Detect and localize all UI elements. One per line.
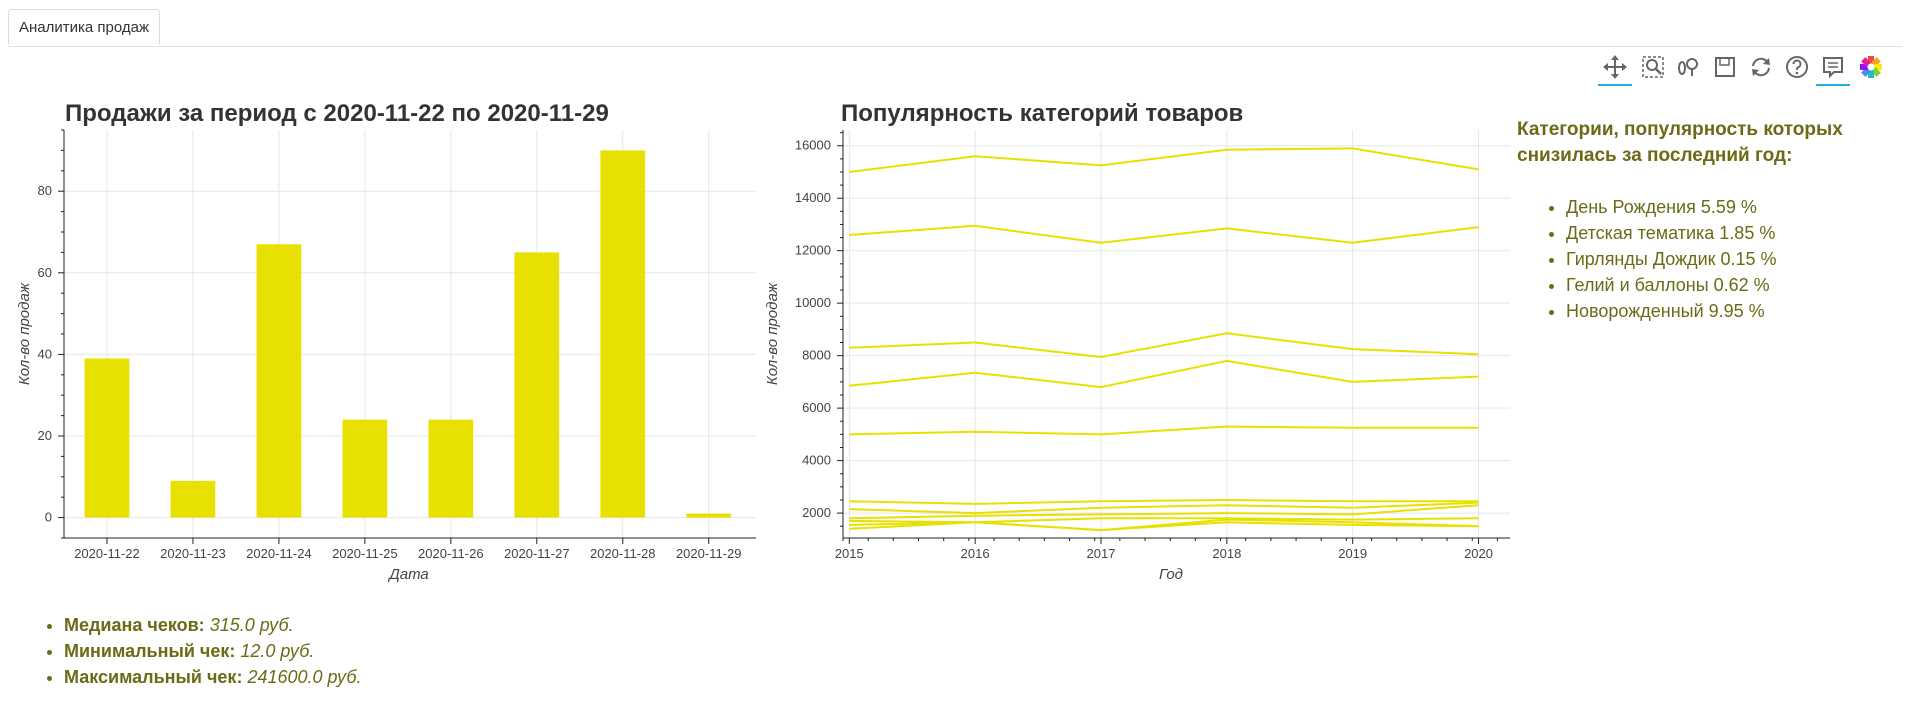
bar-x-tick-label: 2020-11-29	[676, 546, 742, 561]
series-line	[849, 521, 1479, 532]
bar	[256, 244, 302, 518]
line-y-tick-label: 10000	[795, 295, 831, 310]
line-x-tick-label: 2015	[835, 546, 864, 561]
bar-x-tick-label: 2020-11-22	[74, 546, 140, 561]
receipt-stats-list: Медиана чеков: 315.0 руб. Минимальный че…	[38, 612, 361, 690]
hover-icon	[1823, 57, 1843, 79]
stat-label: Максимальный чек:	[64, 667, 243, 687]
series-line	[849, 425, 1479, 436]
tab-bar: Аналитика продаж	[8, 9, 1902, 47]
pan-tool[interactable]	[1598, 50, 1632, 86]
bar	[514, 252, 560, 518]
line-chart-ylabel: Кол-во продаж	[764, 282, 781, 385]
series-line	[849, 147, 1479, 173]
pan-icon	[1603, 55, 1627, 79]
line-chart-xlabel: Год	[1159, 566, 1183, 583]
tab-sales-analytics[interactable]: Аналитика продаж	[8, 9, 161, 45]
chart-toolbar	[1598, 50, 1908, 86]
save-icon	[1715, 57, 1735, 77]
bar-x-tick-label: 2020-11-26	[418, 546, 484, 561]
stat-value: 12.0 руб.	[240, 641, 315, 661]
bar-x-tick-label: 2020-11-23	[160, 546, 226, 561]
list-item: Новорожденный 9.95 %	[1566, 298, 1777, 324]
sales-bar-chart: Продажи за период с 2020-11-22 по 2020-1…	[16, 100, 756, 583]
line-y-tick-label: 8000	[802, 348, 831, 363]
line-y-tick-label: 4000	[802, 453, 831, 468]
bar-x-tick-label: 2020-11-27	[504, 546, 570, 561]
stat-min: Минимальный чек: 12.0 руб.	[64, 638, 361, 664]
series-line	[849, 224, 1479, 244]
line-x-tick-label: 2017	[1087, 546, 1116, 561]
bar-chart-xlabel: Дата	[387, 566, 429, 583]
bar-x-tick-label: 2020-11-24	[246, 546, 312, 561]
line-y-tick-label: 2000	[802, 505, 831, 520]
bar	[170, 480, 216, 518]
line-y-tick-label: 16000	[795, 138, 831, 153]
series-line	[849, 359, 1479, 389]
bar-y-tick-label: 80	[38, 183, 52, 198]
stat-value: 315.0 руб.	[209, 615, 294, 635]
bar	[600, 150, 646, 518]
bar	[428, 419, 474, 518]
line-x-tick-label: 2016	[961, 546, 990, 561]
line-chart-title: Популярность категорий товаров	[841, 100, 1243, 127]
stat-median: Медиана чеков: 315.0 руб.	[64, 612, 361, 638]
line-y-tick-label: 14000	[795, 190, 831, 205]
bar-y-tick-label: 20	[38, 428, 52, 443]
list-item: День Рождения 5.59 %	[1566, 194, 1777, 220]
series-line	[849, 504, 1479, 520]
bar-y-tick-label: 60	[38, 265, 52, 280]
line-y-tick-label: 6000	[802, 400, 831, 415]
series-line	[849, 517, 1479, 524]
bar	[686, 513, 732, 518]
bar-x-tick-label: 2020-11-25	[332, 546, 398, 561]
list-item: Гелий и баллоны 0.62 %	[1566, 272, 1777, 298]
line-x-tick-label: 2019	[1338, 546, 1367, 561]
line-x-tick-label: 2018	[1212, 546, 1241, 561]
line-x-tick-label: 2020	[1464, 546, 1493, 561]
help-icon	[1786, 56, 1808, 78]
bar	[342, 419, 388, 518]
series-line	[849, 332, 1479, 359]
bokeh-logo[interactable]	[1854, 50, 1888, 84]
list-item: Детская тематика 1.85 %	[1566, 220, 1777, 246]
stat-label: Медиана чеков:	[64, 615, 205, 635]
series-line	[849, 518, 1479, 532]
reset-icon	[1752, 57, 1770, 77]
reset-tool[interactable]	[1744, 50, 1778, 84]
stat-label: Минимальный чек:	[64, 641, 236, 661]
wheel-zoom-icon	[1678, 58, 1698, 76]
series-line	[849, 501, 1479, 515]
bar	[84, 358, 130, 518]
help-tool[interactable]	[1780, 50, 1814, 84]
stat-max: Максимальный чек: 241600.0 руб.	[64, 664, 361, 690]
series-line	[849, 498, 1479, 505]
bar-y-tick-label: 40	[38, 346, 52, 361]
declined-categories-heading: Категории, популярность которых снизилас…	[1517, 119, 1843, 166]
stat-value: 241600.0 руб.	[247, 667, 362, 687]
list-item: Гирлянды Дождик 0.15 %	[1566, 246, 1777, 272]
bar-chart-ylabel: Кол-во продаж	[16, 282, 33, 385]
box-zoom-icon	[1642, 56, 1664, 78]
category-popularity-line-chart: Популярность категорий товаров 2000 4000 6…	[764, 100, 1510, 583]
wheel-zoom-tool[interactable]	[1672, 50, 1706, 84]
save-tool[interactable]	[1708, 50, 1742, 84]
bokeh-logo-icon	[1860, 56, 1882, 78]
bar-y-tick-label: 0	[45, 510, 52, 525]
line-y-tick-label: 12000	[795, 243, 831, 258]
bar-chart-title: Продажи за период с 2020-11-22 по 2020-1…	[65, 100, 609, 127]
box-zoom-tool[interactable]	[1636, 50, 1670, 84]
hover-tool[interactable]	[1816, 50, 1850, 86]
declined-categories-list: День Рождения 5.59 % Детская тематика 1.…	[1544, 194, 1777, 324]
bar-x-tick-label: 2020-11-28	[590, 546, 656, 561]
